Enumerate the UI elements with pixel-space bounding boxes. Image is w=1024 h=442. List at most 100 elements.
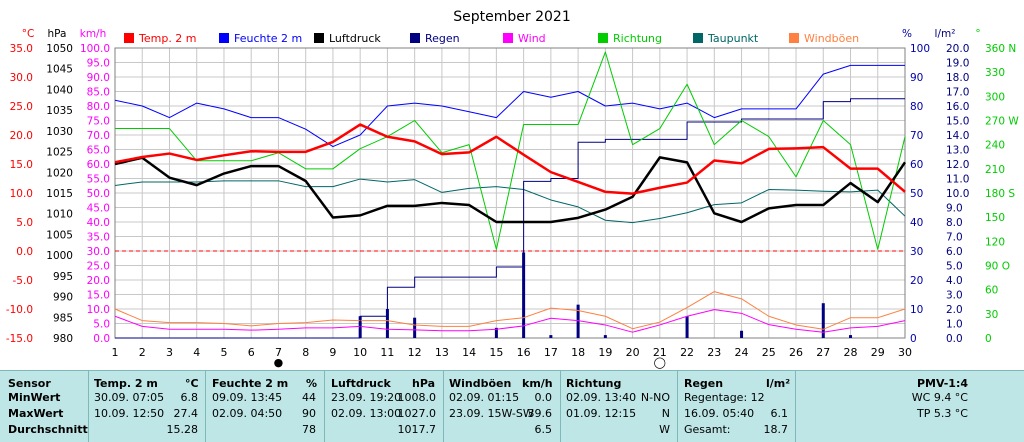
- luftdruck-unit: hPa: [412, 377, 436, 390]
- weather-chart: September 2021 Temp. 2 m Feuchte 2 m Luftd…: [6, 9, 1020, 369]
- richtung-title: Richtung: [566, 377, 622, 390]
- regen-max-time: 16.09. 05:40: [684, 407, 755, 420]
- moon-marker: ◯: [654, 356, 666, 369]
- rain-axis-tick-label: 4.0: [946, 275, 963, 287]
- x-tick-label: 3: [166, 346, 173, 359]
- legend-label: Richtung: [613, 32, 662, 45]
- direction-axis-unit: °: [975, 28, 980, 40]
- regen-regentage: Regentage: 12: [684, 391, 765, 404]
- wind-axis-tick-label: 90.0: [87, 72, 110, 84]
- wind-axis-tick-label: 65.0: [87, 145, 110, 157]
- row-label-max: MaxWert: [8, 407, 64, 420]
- humidity-axis-tick-label: 80: [910, 101, 923, 113]
- x-tick-label: 11: [380, 346, 394, 359]
- humidity-axis-tick-label: 70: [910, 130, 923, 142]
- x-tick-labels: 1 2 3 4 5 6 7 8 9 10 11 12 13 14 15 16 17 18 19 20 21 22 23 24 2…: [112, 346, 913, 359]
- rain-bar: [494, 327, 498, 338]
- wind-axis-tick-label: 70.0: [87, 130, 110, 142]
- rain-axis-tick-label: 10.0: [946, 188, 969, 200]
- temp-axis-tick-label: 30.0: [10, 72, 33, 84]
- legend-swatch: [693, 33, 703, 43]
- pressure-axis-tick-label: 1000: [46, 250, 73, 262]
- x-tick-label: 21: [653, 346, 667, 359]
- humidity-axis-tick-label: 0: [910, 333, 917, 345]
- rain-axis-tick-label: 20.0: [946, 43, 969, 55]
- luftdruck-max-value: 1027.0: [397, 407, 437, 420]
- direction-axis-tick-label: 0: [985, 333, 992, 345]
- wind-axis-tick-label: 55.0: [87, 174, 110, 186]
- rain-axis-tick-label: 17.0: [946, 87, 969, 99]
- x-tick-label: 30: [898, 346, 912, 359]
- wind-axis-tick-label: 95.0: [87, 58, 110, 70]
- rain-bar: [685, 316, 689, 338]
- pressure-axis-tick-label: 995: [53, 271, 73, 283]
- legend-swatch: [219, 33, 229, 43]
- rain-axis-unit: l/m²: [935, 28, 956, 40]
- windboeen-avg-value: 6.5: [534, 423, 553, 436]
- legend-label: Luftdruck: [329, 32, 381, 45]
- humidity-axis-tick-label: 60: [910, 159, 923, 171]
- rain-bar: [522, 252, 526, 338]
- pressure-axis-tick-label: 1035: [46, 105, 73, 117]
- series-line-temp-2-m: [114, 123, 906, 195]
- x-tick-label: 29: [871, 346, 885, 359]
- feuchte-title: Feuchte 2 m: [212, 377, 289, 390]
- humidity-axis-tick-label: 20: [910, 275, 923, 287]
- series-line-wind: [114, 309, 906, 333]
- direction-axis-tick-label: 300: [985, 91, 1005, 103]
- temp-axis-tick-label: 5.0: [16, 217, 33, 229]
- temp-axis-tick-label: -15.0: [6, 333, 33, 345]
- row-label-avg: Durchschnitt: [8, 423, 88, 436]
- legend-label: Wind: [518, 32, 546, 45]
- wind-axis-tick-label: 0.0: [93, 333, 110, 345]
- temp-unit: °C: [185, 377, 199, 390]
- regen-gesamt-value: 18.7: [763, 423, 789, 436]
- rain-bar: [413, 317, 417, 338]
- x-tick-label: 28: [844, 346, 858, 359]
- rain-axis-tick-label: 6.0: [946, 246, 963, 258]
- rain-axis-tick-label: 9.0: [946, 203, 963, 215]
- row-label-min: MinWert: [8, 391, 61, 404]
- luftdruck-avg-value: 1017.7: [397, 423, 437, 436]
- statistics-panel: Sensor MinWert MaxWert Durchschnitt Temp…: [0, 370, 1024, 442]
- windboeen-title: Windböen: [449, 377, 512, 390]
- rain-axis-tick-label: 2.0: [946, 304, 963, 316]
- x-tick-label: 4: [193, 346, 200, 359]
- rain-bar: [385, 309, 389, 338]
- direction-axis-tick-label: 180 S: [985, 188, 1015, 200]
- legend-label: Taupunkt: [707, 32, 759, 45]
- x-tick-label: 20: [626, 346, 640, 359]
- richtung-min-time: 02.09. 13:40: [566, 391, 637, 404]
- windboeen-min-time: 02.09. 01:15: [449, 391, 520, 404]
- wind-axis-tick-label: 35.0: [87, 232, 110, 244]
- rain-axis-tick-label: 14.0: [946, 130, 969, 142]
- x-tick-label: 1: [112, 346, 119, 359]
- pressure-axis-tick-label: 990: [53, 292, 73, 304]
- rain-axis-tick-label: 19.0: [946, 58, 969, 70]
- regen-unit: l/m²: [766, 377, 791, 390]
- richtung-max-time: 01.09. 12:15: [566, 407, 637, 420]
- humidity-axis-tick-label: 40: [910, 217, 923, 229]
- x-tick-label: 12: [408, 346, 422, 359]
- humidity-axis-tick-label: 30: [910, 246, 923, 258]
- regen-max-value: 6.1: [770, 407, 789, 420]
- x-tick-label: 8: [302, 346, 309, 359]
- x-tick-label: 2: [139, 346, 146, 359]
- x-tick-label: 5: [220, 346, 227, 359]
- x-tick-label: 23: [707, 346, 721, 359]
- wind-axis-tick-label: 30.0: [87, 246, 110, 258]
- rain-bars: [358, 252, 853, 338]
- windboeen-min-value: 0.0: [534, 391, 553, 404]
- wind-axis-tick-label: 25.0: [87, 261, 110, 273]
- x-tick-label: 27: [816, 346, 830, 359]
- feuchte-min-time: 09.09. 13:45: [212, 391, 283, 404]
- x-tick-label: 15: [489, 346, 503, 359]
- rain-axis-tick-label: 8.0: [946, 217, 963, 229]
- temp-max-value: 27.4: [173, 407, 199, 420]
- rain-axis-tick-label: 18.0: [946, 72, 969, 84]
- temp-axis-tick-label: 25.0: [10, 101, 33, 113]
- wind-axis-tick-label: 10.0: [87, 304, 110, 316]
- x-tick-label: 13: [435, 346, 449, 359]
- moon-marker: ●: [274, 356, 284, 369]
- feuchte-min-value: 44: [302, 391, 316, 404]
